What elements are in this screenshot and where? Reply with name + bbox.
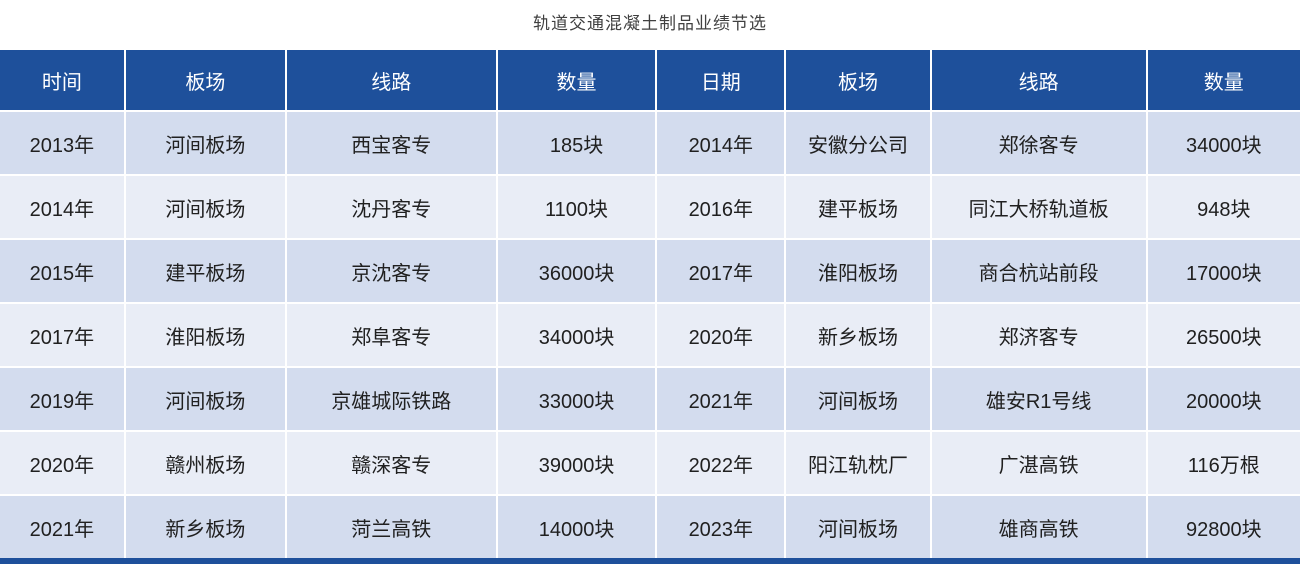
table-row: 2020年 赣州板场 赣深客专 39000块 2022年 阳江轨枕厂 广湛高铁 116万根 bbox=[0, 431, 1300, 496]
table-bottom-border bbox=[0, 558, 1300, 564]
table-cell: 26500块 bbox=[1146, 303, 1300, 368]
page-title: 轨道交通混凝土制品业绩节选 bbox=[533, 14, 767, 33]
table-cell: 广湛高铁 bbox=[930, 431, 1148, 496]
table-cell: 商合杭站前段 bbox=[930, 239, 1148, 304]
table-cell: 1100块 bbox=[496, 175, 658, 240]
table-cell: 39000块 bbox=[496, 431, 658, 496]
table-cell: 京雄城际铁路 bbox=[285, 367, 498, 432]
table-row: 2015年 建平板场 京沈客专 36000块 2017年 淮阳板场 商合杭站前段 17000块 bbox=[0, 239, 1300, 304]
table-cell: 河间板场 bbox=[124, 111, 287, 176]
table-cell: 雄安R1号线 bbox=[930, 367, 1148, 432]
table-cell: 西宝客专 bbox=[285, 111, 498, 176]
table-cell: 2014年 bbox=[656, 111, 787, 176]
table-cell: 2023年 bbox=[656, 495, 787, 558]
table-cell: 郑济客专 bbox=[930, 303, 1148, 368]
table-cell: 185块 bbox=[496, 111, 658, 176]
header-cell: 板场 bbox=[124, 50, 287, 112]
table-cell: 河间板场 bbox=[785, 495, 932, 558]
header-cell: 线路 bbox=[285, 50, 498, 112]
table-cell: 建平板场 bbox=[785, 175, 932, 240]
table-cell: 郑徐客专 bbox=[930, 111, 1148, 176]
table-cell: 2013年 bbox=[0, 111, 126, 176]
table-cell: 郑阜客专 bbox=[285, 303, 498, 368]
table-cell: 2020年 bbox=[656, 303, 787, 368]
table-row: 2014年 河间板场 沈丹客专 1100块 2016年 建平板场 同江大桥轨道板 948块 bbox=[0, 175, 1300, 240]
table-cell: 2015年 bbox=[0, 239, 126, 304]
header-row: 时间 板场 线路 数量 日期 板场 线路 数量 bbox=[0, 50, 1300, 112]
header-cell: 板场 bbox=[785, 50, 932, 112]
table-cell: 2017年 bbox=[656, 239, 787, 304]
table-cell: 河间板场 bbox=[124, 175, 287, 240]
table-cell: 京沈客专 bbox=[285, 239, 498, 304]
table-cell: 2019年 bbox=[0, 367, 126, 432]
table-cell: 淮阳板场 bbox=[124, 303, 287, 368]
table-cell: 阳江轨枕厂 bbox=[785, 431, 932, 496]
table-cell: 948块 bbox=[1146, 175, 1300, 240]
table-cell: 河间板场 bbox=[785, 367, 932, 432]
table-cell: 安徽分公司 bbox=[785, 111, 932, 176]
table-row: 2019年 河间板场 京雄城际铁路 33000块 2021年 河间板场 雄安R1号线 2000… bbox=[0, 367, 1300, 432]
table-cell: 2022年 bbox=[656, 431, 787, 496]
table-cell: 34000块 bbox=[1146, 111, 1300, 176]
table-cell: 同江大桥轨道板 bbox=[930, 175, 1148, 240]
table-cell: 2020年 bbox=[0, 431, 126, 496]
table-body: 2013年 河间板场 西宝客专 185块 2014年 安徽分公司 郑徐客专 34000块 201… bbox=[0, 111, 1300, 558]
table-cell: 菏兰高铁 bbox=[285, 495, 498, 558]
table-cell: 34000块 bbox=[496, 303, 658, 368]
table-cell: 33000块 bbox=[496, 367, 658, 432]
table-cell: 2017年 bbox=[0, 303, 126, 368]
table-cell: 2014年 bbox=[0, 175, 126, 240]
table-row: 2021年 新乡板场 菏兰高铁 14000块 2023年 河间板场 雄商高铁 92800块 bbox=[0, 495, 1300, 558]
table-cell: 116万根 bbox=[1146, 431, 1300, 496]
table-cell: 20000块 bbox=[1146, 367, 1300, 432]
table-cell: 17000块 bbox=[1146, 239, 1300, 304]
table-cell: 雄商高铁 bbox=[930, 495, 1148, 558]
table-header: 时间 板场 线路 数量 日期 板场 线路 数量 bbox=[0, 50, 1300, 112]
table-cell: 建平板场 bbox=[124, 239, 287, 304]
table-cell: 36000块 bbox=[496, 239, 658, 304]
header-cell: 数量 bbox=[496, 50, 658, 112]
table-cell: 新乡板场 bbox=[124, 495, 287, 558]
table-cell: 赣州板场 bbox=[124, 431, 287, 496]
performance-table: 时间 板场 线路 数量 日期 板场 线路 数量 2013年 河间板场 西宝客专 185块 2014年安… bbox=[0, 50, 1300, 558]
header-cell: 时间 bbox=[0, 50, 126, 112]
table-cell: 2016年 bbox=[656, 175, 787, 240]
header-cell: 线路 bbox=[930, 50, 1148, 112]
table-cell: 新乡板场 bbox=[785, 303, 932, 368]
header-cell: 日期 bbox=[656, 50, 787, 112]
table-cell: 淮阳板场 bbox=[785, 239, 932, 304]
table-cell: 2021年 bbox=[0, 495, 126, 558]
table-cell: 14000块 bbox=[496, 495, 658, 558]
header-cell: 数量 bbox=[1146, 50, 1300, 112]
table-cell: 92800块 bbox=[1146, 495, 1300, 558]
table-row: 2017年 淮阳板场 郑阜客专 34000块 2020年 新乡板场 郑济客专 26500块 bbox=[0, 303, 1300, 368]
table-row: 2013年 河间板场 西宝客专 185块 2014年 安徽分公司 郑徐客专 34000块 bbox=[0, 111, 1300, 176]
table-cell: 2021年 bbox=[656, 367, 787, 432]
table-cell: 河间板场 bbox=[124, 367, 287, 432]
table-cell: 沈丹客专 bbox=[285, 175, 498, 240]
table-cell: 赣深客专 bbox=[285, 431, 498, 496]
